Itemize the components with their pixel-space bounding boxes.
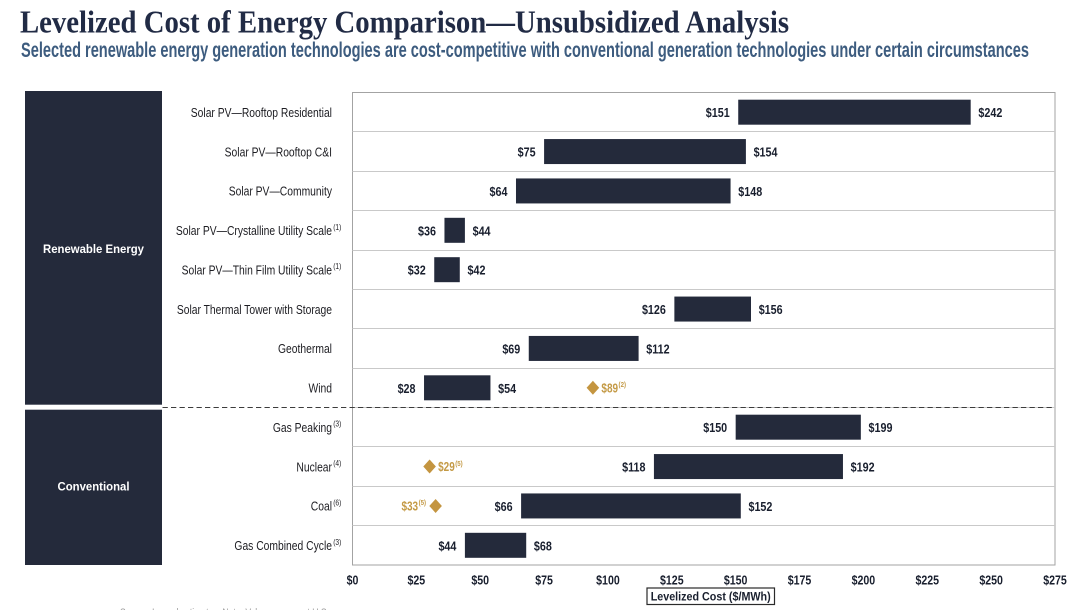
svg-text:(4): (4) — [333, 459, 341, 468]
svg-text:(5): (5) — [419, 498, 427, 507]
svg-text:(5): (5) — [455, 459, 463, 468]
svg-text:Solar PV—Rooftop C&I: Solar PV—Rooftop C&I — [225, 145, 332, 159]
svg-text:Solar PV—Crystalline Utility S: Solar PV—Crystalline Utility Scale — [176, 224, 332, 238]
svg-text:Coal: Coal — [311, 500, 332, 514]
svg-text:Renewable Energy: Renewable Energy — [43, 243, 145, 256]
svg-text:Source: Lazard estimates. Note: Source: Lazard estimates. Note: Values r… — [120, 607, 360, 610]
svg-text:$125: $125 — [660, 573, 684, 588]
svg-text:$199: $199 — [869, 420, 893, 435]
svg-text:Gas Combined Cycle: Gas Combined Cycle — [234, 539, 332, 553]
svg-text:(3): (3) — [333, 420, 341, 429]
svg-text:$112: $112 — [646, 341, 669, 356]
svg-text:$44: $44 — [473, 223, 491, 238]
svg-text:$151: $151 — [706, 105, 730, 120]
svg-text:Solar PV—Rooftop Residential: Solar PV—Rooftop Residential — [191, 106, 332, 120]
svg-text:$200: $200 — [852, 573, 876, 588]
svg-text:Levelized Cost ($/MWh): Levelized Cost ($/MWh) — [651, 590, 771, 604]
svg-text:$118: $118 — [622, 460, 645, 475]
svg-text:Solar PV—Community: Solar PV—Community — [229, 185, 333, 199]
svg-text:$68: $68 — [534, 538, 552, 553]
svg-text:$192: $192 — [851, 460, 875, 475]
svg-text:$154: $154 — [754, 145, 778, 160]
svg-text:$0: $0 — [347, 573, 359, 588]
svg-text:$156: $156 — [759, 302, 783, 317]
svg-text:Wind: Wind — [308, 382, 332, 396]
svg-text:Geothermal: Geothermal — [278, 342, 332, 356]
svg-text:$150: $150 — [724, 573, 748, 588]
svg-text:(1): (1) — [333, 223, 341, 232]
svg-text:$64: $64 — [490, 184, 508, 199]
svg-text:$54: $54 — [498, 381, 516, 396]
svg-text:$25: $25 — [408, 573, 426, 588]
svg-text:$150: $150 — [703, 420, 727, 435]
svg-text:$29: $29 — [438, 459, 455, 474]
svg-text:$250: $250 — [979, 573, 1003, 588]
svg-text:$33: $33 — [401, 499, 418, 514]
svg-text:Solar Thermal Tower with Stora: Solar Thermal Tower with Storage — [177, 303, 332, 317]
svg-text:$89: $89 — [601, 380, 618, 395]
svg-text:$242: $242 — [978, 105, 1002, 120]
svg-text:$75: $75 — [518, 145, 536, 160]
svg-text:(1): (1) — [333, 262, 341, 271]
svg-text:$28: $28 — [398, 381, 416, 396]
svg-text:(2): (2) — [619, 380, 627, 389]
svg-text:$225: $225 — [915, 573, 939, 588]
svg-text:$32: $32 — [408, 263, 426, 278]
svg-text:$148: $148 — [738, 184, 762, 199]
svg-text:$66: $66 — [495, 499, 513, 514]
svg-text:$275: $275 — [1043, 573, 1067, 588]
svg-text:$175: $175 — [788, 573, 812, 588]
svg-text:$42: $42 — [467, 263, 485, 278]
svg-text:Gas Peaking: Gas Peaking — [273, 421, 332, 435]
svg-text:(3): (3) — [333, 538, 341, 547]
svg-text:$69: $69 — [502, 341, 520, 356]
svg-text:$36: $36 — [418, 223, 436, 238]
svg-text:$75: $75 — [535, 573, 553, 588]
svg-text:Solar PV—Thin Film Utility Sca: Solar PV—Thin Film Utility Scale — [182, 263, 332, 277]
svg-text:Conventional: Conventional — [58, 481, 130, 494]
svg-text:Levelized Cost of Energy Compa: Levelized Cost of Energy Comparison—Unsu… — [20, 4, 789, 40]
svg-text:$50: $50 — [471, 573, 489, 588]
svg-text:$100: $100 — [596, 573, 620, 588]
svg-text:Selected renewable energy gene: Selected renewable energy generation tec… — [21, 39, 1029, 62]
svg-text:Nuclear: Nuclear — [296, 460, 332, 474]
svg-text:$152: $152 — [748, 499, 772, 514]
svg-text:$126: $126 — [642, 302, 666, 317]
svg-text:(6): (6) — [333, 498, 341, 507]
svg-text:$44: $44 — [438, 538, 456, 553]
